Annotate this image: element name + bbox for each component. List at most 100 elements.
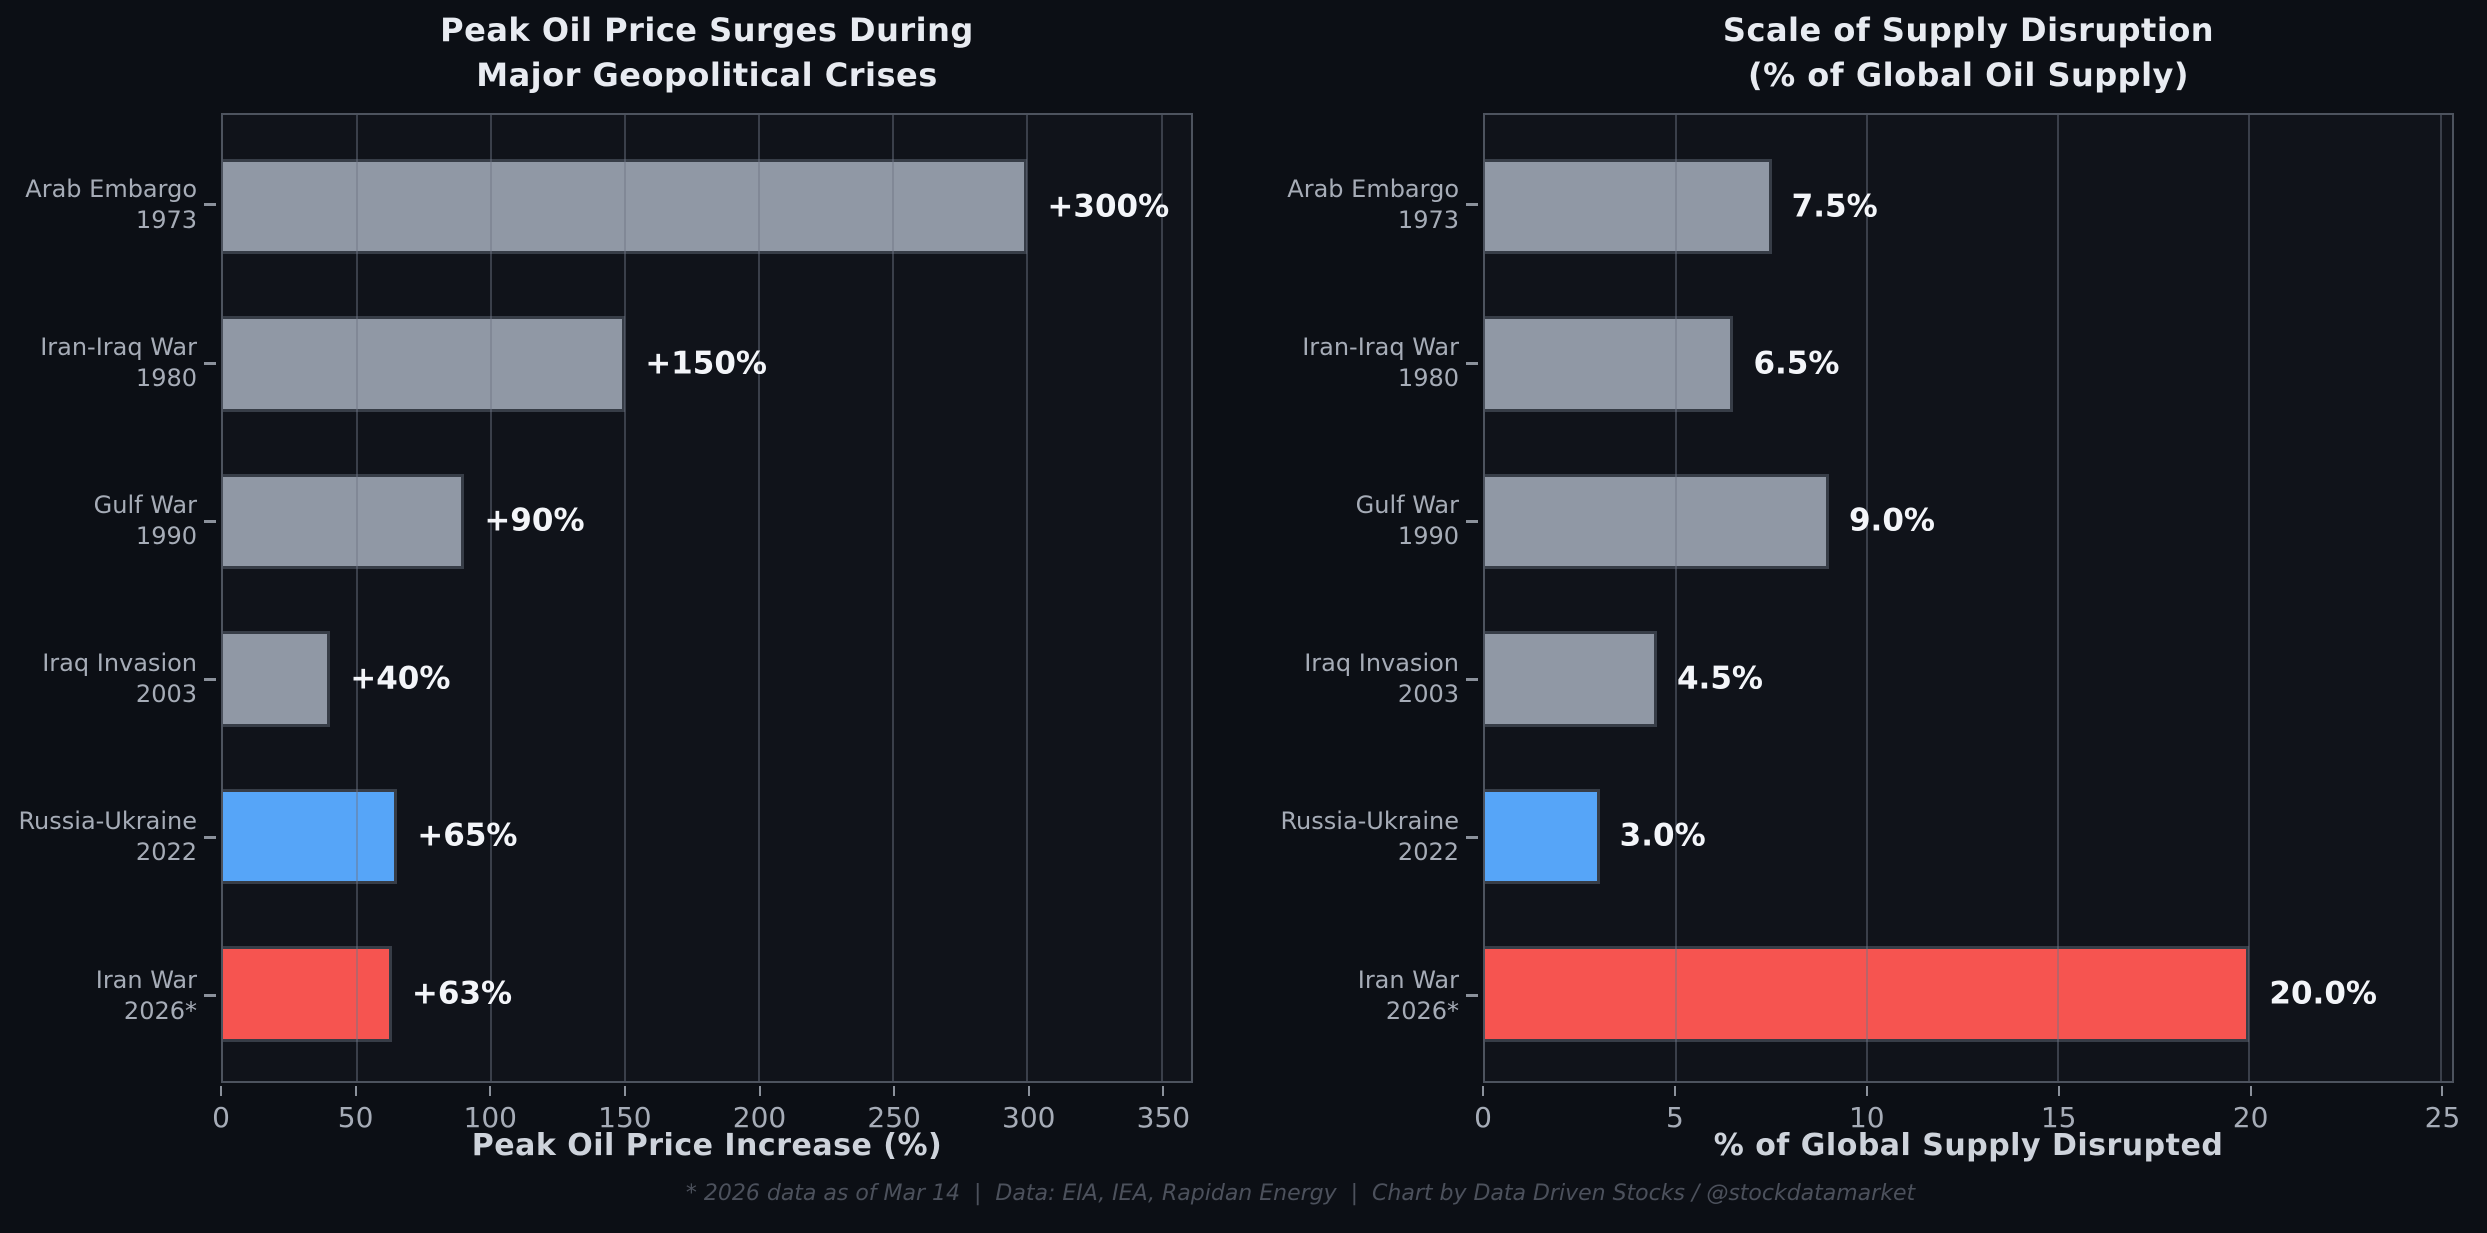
y-category-label: Iran-Iraq War 1980 [1163,332,1459,394]
y-tick-mark [204,835,216,839]
y-tick-mark [1466,361,1478,365]
y-category-label-line: Iran-Iraq War [1302,333,1459,362]
gridline [356,115,359,1081]
gridline [2057,115,2060,1081]
y-category-label: Gulf War 1990 [0,490,197,552]
y-tick-mark [204,519,216,523]
bar [223,473,465,570]
x-tick-mark [1162,1086,1165,1096]
chart-title-line: Peak Oil Price Surges During [440,11,974,49]
x-tick-label: 10 [1848,1101,1885,1134]
bar [223,946,392,1042]
gridline [892,115,895,1081]
y-category-label-line: 2026* [1385,996,1459,1025]
chart-title-line: Major Geopolitical Crises [476,56,938,94]
chart-title-line: (% of Global Oil Supply) [1747,56,2190,94]
y-category-label-line: 2003 [1397,680,1459,709]
bar-value-label: +150% [645,345,767,382]
chart-title: Peak Oil Price Surges During Major Geopo… [221,8,1193,98]
y-tick-mark [204,203,216,207]
x-tick-label: 200 [732,1101,787,1134]
y-category-label-line: Gulf War [1355,491,1459,520]
y-category-label: Iran-Iraq War 1980 [0,332,197,394]
x-tick-label: 50 [337,1101,374,1134]
bar-value-label: 3.0% [1619,817,1706,854]
x-tick-mark [354,1086,357,1096]
x-tick-label: 5 [1665,1101,1684,1134]
plot-area: 7.5% 6.5% 9.0% 4.5% 3.0% 20.0% [1483,113,2454,1083]
y-category-label-line: 1990 [135,522,197,551]
y-tick-mark [204,677,216,681]
x-axis-label: Peak Oil Price Increase (%) [471,1128,943,1163]
y-category-label-line: Arab Embargo [25,174,197,203]
bar [223,316,626,412]
y-category-label-line: Iran War [95,965,197,994]
x-tick-label: 25 [2424,1101,2461,1134]
bar [223,631,331,727]
bar-value-label: 7.5% [1791,187,1878,224]
y-category-label: Russia-Ukraine 2022 [0,806,197,868]
y-category-label-line: 2022 [1397,838,1459,867]
y-category-label-line: 1973 [1397,205,1459,234]
x-tick-mark [2441,1086,2444,1096]
y-category-label-line: Arab Embargo [1287,174,1459,203]
y-category-label: Russia-Ukraine 2022 [1163,806,1459,868]
gridline [758,115,761,1081]
x-tick-mark [623,1086,626,1096]
y-category-label-line: Iran War [1357,965,1459,994]
y-category-label-line: 1980 [135,364,197,393]
y-category-label-line: 1973 [135,205,197,234]
bar-value-label: +300% [1047,187,1170,224]
bar [1485,158,1772,255]
x-tick-label: 350 [1136,1101,1191,1134]
bar-value-label: 9.0% [1848,502,1935,539]
y-category-label-line: 2026* [123,996,197,1025]
bar [1485,316,1734,412]
bar-value-label: +65% [417,817,518,854]
footer-attribution: * 2026 data as of Mar 14 | Data: EIA, IE… [685,1181,1916,1206]
gridline [2248,115,2251,1081]
y-category-label-line: Iraq Invasion [1304,649,1459,678]
y-category-label: Arab Embargo 1973 [1163,174,1459,236]
plot-area: +300% +150% +90% +40% +65% +63% [221,113,1193,1083]
y-tick-mark [1466,677,1478,681]
x-tick-mark [758,1086,761,1096]
x-tick-mark [1027,1086,1030,1096]
gridline [1866,115,1869,1081]
bar-value-label: +90% [484,502,585,539]
y-category-label: Arab Embargo 1973 [0,174,197,236]
x-tick-label: 20 [2232,1101,2269,1134]
gridline [490,115,493,1081]
gridline [1026,115,1029,1081]
bar-value-label: 4.5% [1676,660,1763,697]
y-tick-mark [204,994,216,997]
y-category-label-line: Russia-Ukraine [18,807,197,836]
bar [223,158,1028,255]
y-category-label-line: 2003 [135,680,197,709]
x-tick-mark [1482,1086,1484,1096]
bar-value-label: 6.5% [1753,345,1840,382]
bar [1485,788,1600,885]
x-tick-mark [2249,1086,2252,1096]
y-tick-mark [1466,994,1478,997]
y-category-label-line: 2022 [135,838,197,867]
chart-title-line: Scale of Supply Disruption [1722,11,2215,49]
y-category-label-line: Gulf War [93,491,197,520]
x-tick-label: 300 [1002,1101,1056,1134]
bar [1485,631,1657,727]
gridline [624,115,627,1081]
x-tick-label: 0 [1474,1101,1492,1134]
y-category-label: Iraq Invasion 2003 [1163,648,1459,710]
gridline [1160,115,1163,1081]
x-tick-mark [2057,1086,2060,1096]
y-category-label-line: 1990 [1397,522,1459,551]
x-tick-label: 15 [2040,1101,2077,1134]
bar [223,788,398,885]
y-category-label-line: Russia-Ukraine [1280,807,1459,836]
gridline [1675,115,1678,1081]
x-tick-mark [1865,1086,1868,1096]
x-tick-label: 0 [212,1101,230,1134]
y-category-label: Iran War 2026* [1163,965,1459,1027]
bar-value-label: +63% [411,975,513,1012]
